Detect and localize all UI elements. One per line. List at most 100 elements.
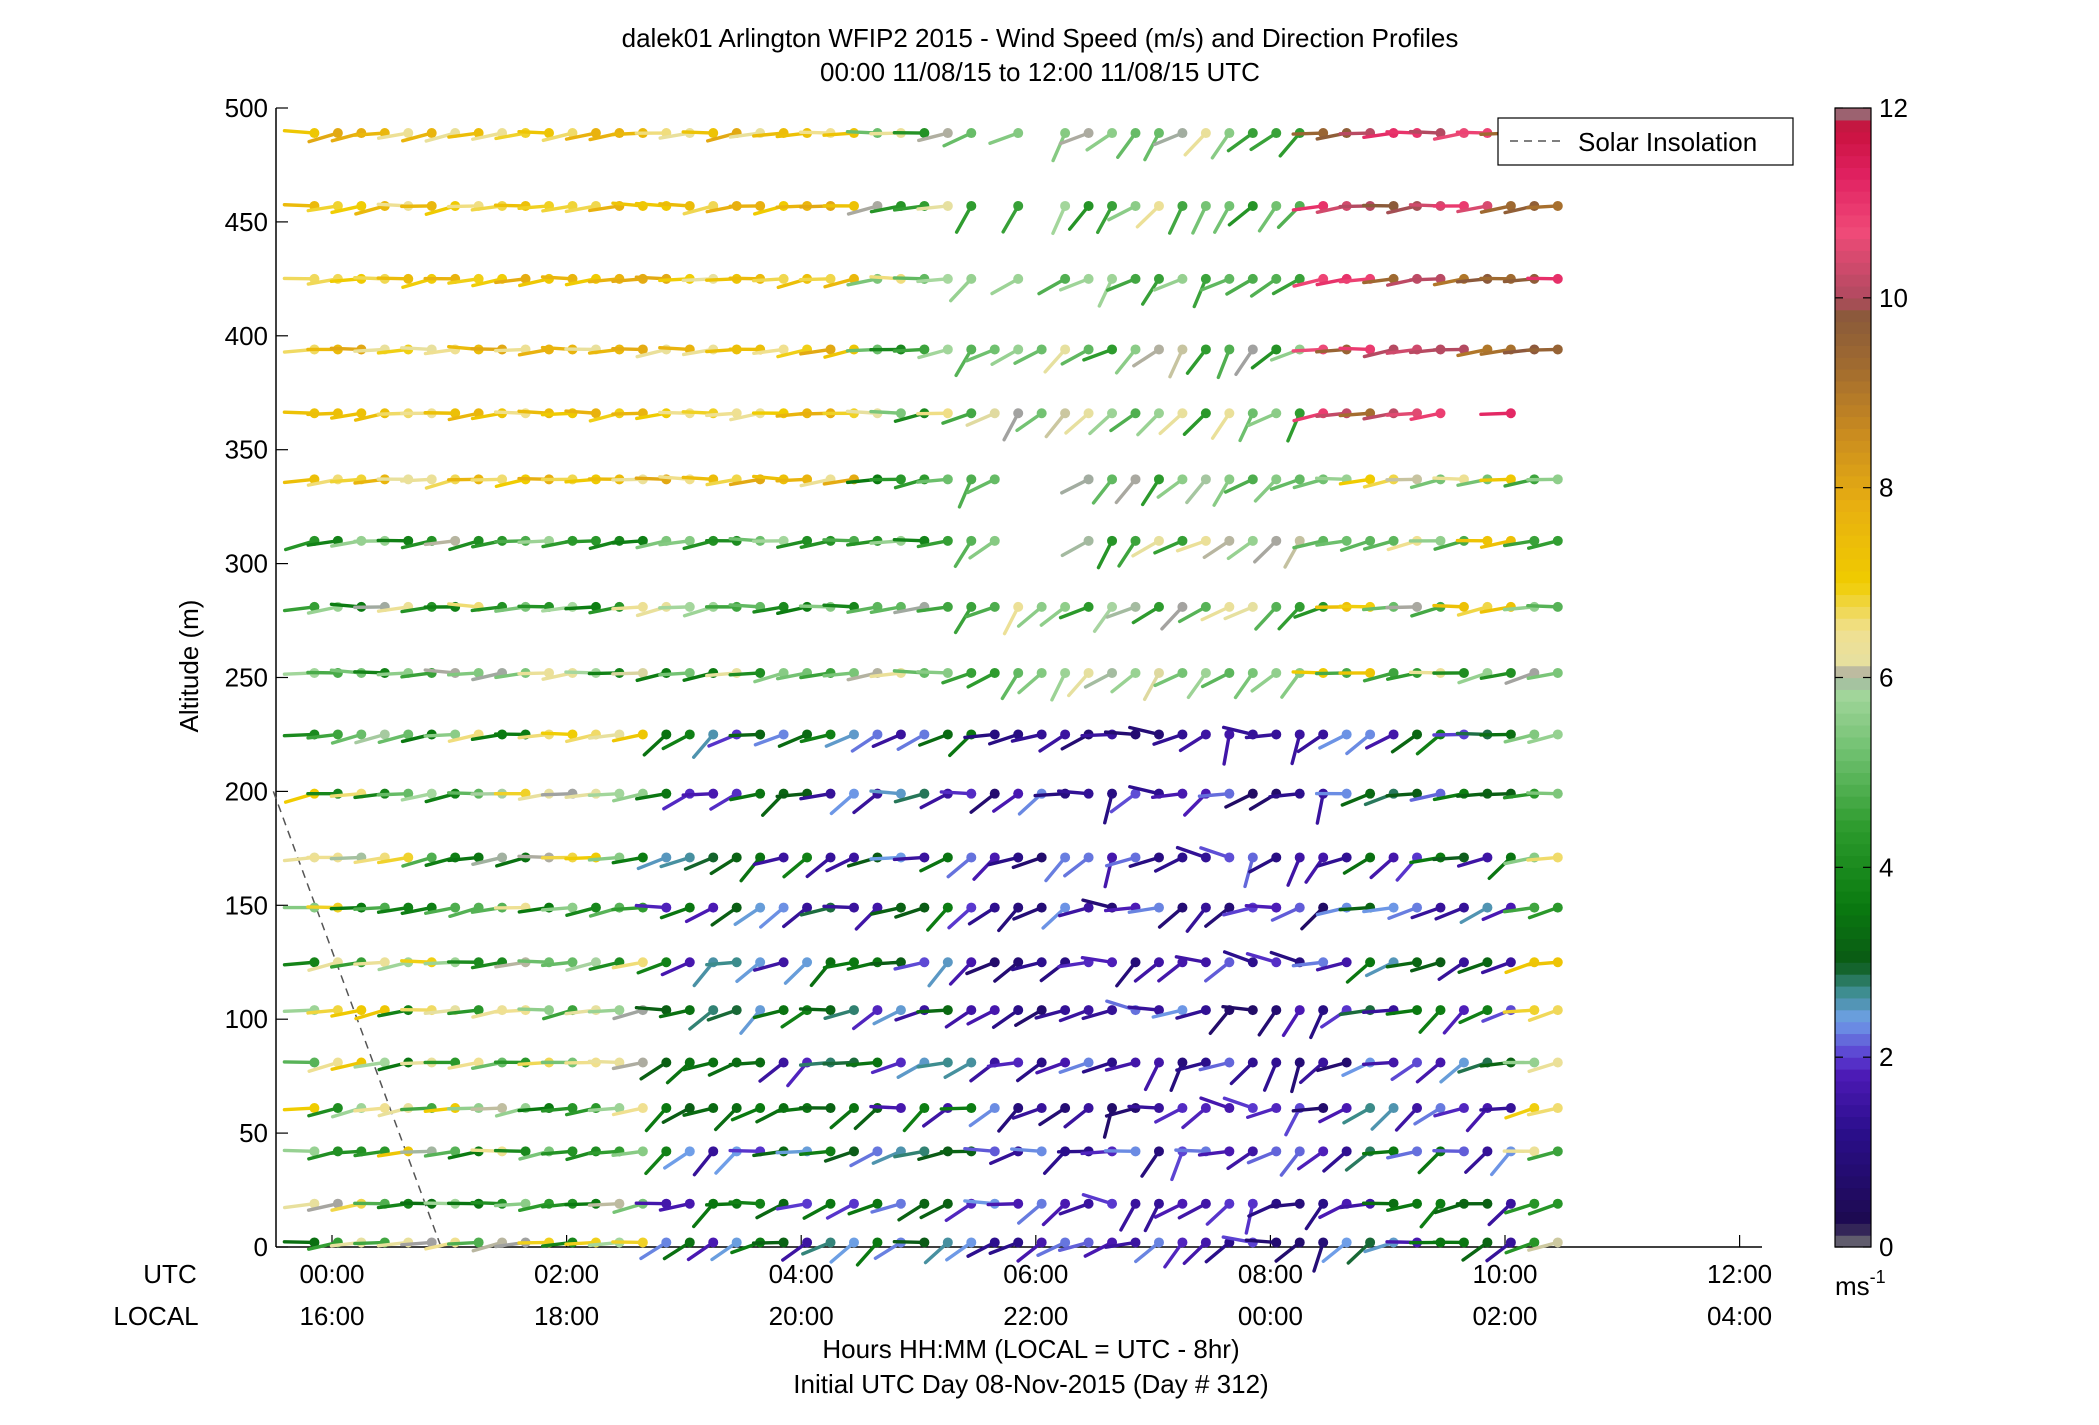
wind-barb-dot xyxy=(1130,729,1141,740)
x-tick-label-local: 20:00 xyxy=(769,1301,834,1331)
wind-barb-line xyxy=(1479,411,1513,416)
wind-barb-dot xyxy=(942,729,953,740)
wind-barb-line xyxy=(892,1240,927,1245)
wind-barb-line xyxy=(330,204,364,215)
wind-barb-dot xyxy=(1552,1005,1563,1016)
wind-barb-line xyxy=(1394,1106,1419,1132)
wind-barb-dot xyxy=(379,1103,390,1114)
x-tick-label-local: 00:00 xyxy=(1238,1301,1303,1331)
wind-barb-dot xyxy=(1294,1057,1305,1068)
wind-barb-line xyxy=(1116,131,1138,159)
wind-barb-dot xyxy=(1294,729,1305,740)
wind-barb-dot xyxy=(684,852,695,863)
wind-barb-dot xyxy=(450,535,461,546)
wind-barb-dot xyxy=(778,1237,789,1248)
x-tick-label-utc: 06:00 xyxy=(1003,1259,1068,1289)
wind-barb-dot xyxy=(1412,729,1423,740)
wind-barb-line xyxy=(1246,1106,1278,1120)
wind-barb-line xyxy=(1134,1240,1161,1264)
wind-barb-line xyxy=(471,671,504,682)
wind-barb-dot xyxy=(1505,852,1516,863)
wind-barb-line xyxy=(1127,1005,1161,1012)
wind-barb-line xyxy=(1064,411,1091,435)
wind-barb-dot xyxy=(1224,667,1235,678)
wind-barb-dot xyxy=(1271,667,1282,678)
wind-barb-dot xyxy=(637,1057,648,1068)
wind-barb-line xyxy=(1012,905,1044,921)
wind-barb-line xyxy=(991,1008,1020,1029)
wind-barb-line xyxy=(400,671,434,679)
wind-barb-dot xyxy=(731,902,742,913)
wind-barb-line xyxy=(423,732,457,738)
wind-barb-dot xyxy=(872,902,883,913)
wind-barb-dot xyxy=(825,1103,836,1114)
wind-barb-dot xyxy=(637,852,648,863)
wind-barb-line xyxy=(1479,1106,1513,1112)
wind-barb-line xyxy=(1105,605,1138,619)
wind-barb-dot xyxy=(1552,667,1563,678)
wind-barb-dot xyxy=(614,1057,625,1068)
wind-barb-line xyxy=(470,1106,504,1112)
x-tick-label-utc: 08:00 xyxy=(1238,1259,1303,1289)
wind-barb-dot xyxy=(966,902,977,913)
colorbar-segment xyxy=(1835,179,1871,192)
wind-barb-dot xyxy=(661,729,672,740)
wind-barb-dot xyxy=(1505,1237,1516,1248)
wind-barb-line xyxy=(1527,1202,1560,1216)
wind-barb-line xyxy=(799,791,833,801)
colorbar-tick-label: 4 xyxy=(1879,852,1893,882)
wind-barb-dot xyxy=(1153,1237,1164,1248)
wind-barb-dot xyxy=(1247,601,1258,612)
wind-barb-dot xyxy=(1458,601,1469,612)
colorbar-segment xyxy=(1835,475,1871,489)
colorbar-segment xyxy=(1835,511,1871,524)
wind-barb-dot xyxy=(778,1005,789,1016)
wind-barb-dot xyxy=(1482,852,1493,863)
wind-barb-dot xyxy=(497,474,508,485)
wind-barb-dot xyxy=(1153,1146,1164,1157)
wind-barb-dot xyxy=(966,601,977,612)
colorbar-segment xyxy=(1835,1175,1871,1189)
wind-barb-line xyxy=(1010,1147,1044,1154)
wind-barb-dot xyxy=(1412,1146,1423,1157)
wind-barb-dot xyxy=(1247,1146,1258,1157)
wind-barb-line xyxy=(1114,347,1138,375)
colorbar-segment xyxy=(1835,250,1871,263)
wind-barb-dot xyxy=(520,1198,531,1209)
wind-barb-dot xyxy=(1130,601,1141,612)
colorbar-segment xyxy=(1835,879,1871,892)
wind-barb-line xyxy=(965,960,997,976)
wind-barb-line xyxy=(1432,131,1466,141)
wind-barb-dot xyxy=(708,1237,719,1248)
wind-barb-dot xyxy=(1036,601,1047,612)
colorbar-segment xyxy=(1835,1057,1871,1070)
wind-barb-dot xyxy=(848,1237,859,1248)
wind-barb-dot xyxy=(1271,535,1282,546)
wind-barb-dot xyxy=(942,535,953,546)
wind-barb-dot xyxy=(802,729,813,740)
wind-barb-dot xyxy=(1341,1057,1352,1068)
wind-barb-dot xyxy=(1365,957,1376,968)
wind-barb-line xyxy=(376,131,410,140)
wind-barb-line xyxy=(1001,204,1020,234)
wind-barb-dot xyxy=(473,273,484,284)
colorbar-segment xyxy=(1835,1069,1871,1082)
wind-barb-dot xyxy=(332,1103,343,1114)
wind-barb-dot xyxy=(1153,200,1164,211)
wind-barb-dot xyxy=(708,729,719,740)
wind-barb-dot xyxy=(919,344,930,355)
wind-barb-line xyxy=(1208,1008,1232,1035)
wind-barb-line xyxy=(1153,671,1185,688)
wind-barb-line xyxy=(1096,539,1114,570)
wind-barb-line xyxy=(1298,1060,1325,1085)
colorbar-segment xyxy=(1835,380,1871,394)
wind-barb-line xyxy=(517,204,551,211)
wind-barb-line xyxy=(1432,277,1466,287)
wind-barb-dot xyxy=(1224,474,1235,485)
wind-barb-dot xyxy=(1083,667,1094,678)
wind-barb-dot xyxy=(1271,128,1282,139)
wind-barb-dot xyxy=(403,788,414,799)
wind-barb-dot xyxy=(1130,667,1141,678)
wind-barb-dot xyxy=(731,408,742,419)
wind-barb-dot xyxy=(1271,273,1282,284)
